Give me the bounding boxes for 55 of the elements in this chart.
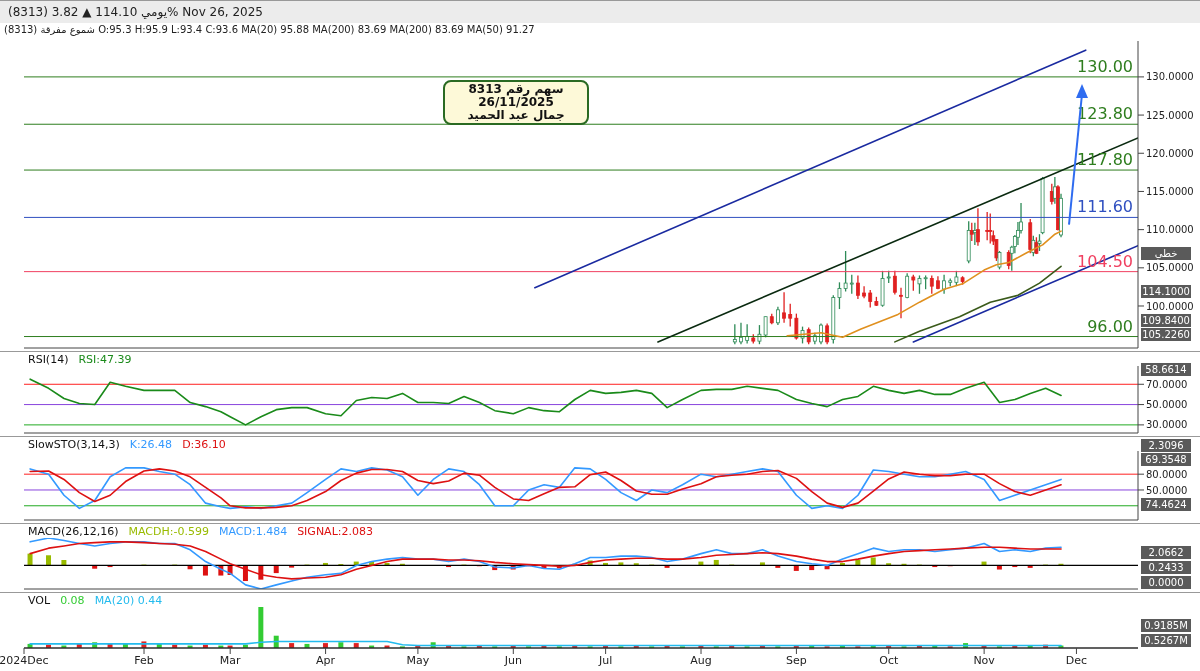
y-tick-label: 130.0000 (1146, 71, 1194, 83)
text: 0.9185M (1141, 619, 1191, 632)
series-label: D:36.10 (182, 438, 226, 451)
ref-line-label: 111.60 (1077, 197, 1133, 217)
y-tick-label: 115.0000 (1146, 186, 1194, 197)
text: MA(20) 0.44 (94, 594, 163, 607)
ref-line-label: 96.00 (1087, 316, 1133, 336)
y-tick-label: 50.0000 (1146, 484, 1188, 496)
x-tick-label: May (406, 653, 430, 667)
text: 74.4624 (1141, 498, 1191, 511)
text: 105.2260 (1141, 328, 1191, 341)
text: خطي (1141, 247, 1191, 260)
x-tick-label: Sep (786, 653, 807, 667)
x-tick-label: Jun (503, 653, 522, 667)
text: 0.5267M (1141, 634, 1191, 647)
text: 58.6614 (1141, 363, 1191, 376)
chart-title: VOL (28, 594, 51, 607)
y-tick-label: 120.0000 (1146, 147, 1194, 159)
chart-title: MACD(26,12,16) (28, 525, 119, 538)
text: 0.08 (60, 594, 85, 607)
text: MACD:1.484 (218, 525, 288, 538)
y-tick-label: 105.0000 (1146, 262, 1194, 274)
text: SIGNAL:2.083 (297, 525, 373, 538)
chart-title: (8313) يومي 114.10 ▲ 3.82% Nov 26, 2025 (0, 1, 1200, 23)
x-tick-label: Apr (316, 653, 336, 667)
text: 2.0662 (1141, 546, 1191, 559)
series-label: K:26.48 (129, 438, 173, 451)
x-tick-label: Feb (134, 653, 154, 667)
text: 2.3096 (1141, 439, 1191, 452)
y-tick-label: 100.0000 (1146, 300, 1194, 312)
chart-title: SlowSTO(3,14,3) (28, 438, 120, 451)
x-tick-label: Oct (879, 653, 899, 667)
x-tick-label: Mar (219, 653, 242, 667)
chart-subtitle: (8313) شموع مفرقة O:95.3 H:95.9 L:93.4 C:93.6 MA(20) 95.88 MA(200) 83.69 MA(200) 83.69 MA(50) 91.27 (3, 23, 536, 37)
x-tick-label: Aug (690, 653, 712, 667)
series-label: RSI:47.39 (78, 353, 132, 366)
x-tick-label: Dec (1065, 653, 1088, 667)
x-tick-label: Nov (973, 653, 996, 667)
text: 0.0000 (1141, 576, 1191, 589)
text: MACDH:-0.599 (128, 525, 209, 538)
x-tick-label: 2024Dec (0, 653, 49, 667)
text: 0.2433 (1141, 561, 1191, 574)
y-tick-label: 110.0000 (1146, 224, 1194, 236)
callout-box: سهم رقم 8313 26/11/2025 جمال عبد الحميد (443, 79, 589, 125)
text: 114.1000 (1141, 285, 1191, 298)
y-tick-label: 30.0000 (1146, 419, 1188, 431)
y-tick-label: 50.0000 (1146, 399, 1188, 411)
y-tick-label: 80.0000 (1146, 468, 1188, 480)
y-tick-label: 70.0000 (1146, 378, 1188, 390)
text: 69.3548 (1141, 453, 1191, 466)
chart-title: RSI(14) (28, 353, 69, 366)
x-tick-label: Jul (597, 653, 613, 667)
y-tick-label: 125.0000 (1146, 109, 1194, 121)
text: 109.8400 (1141, 314, 1191, 327)
ref-line-label: 130.00 (1077, 56, 1133, 76)
